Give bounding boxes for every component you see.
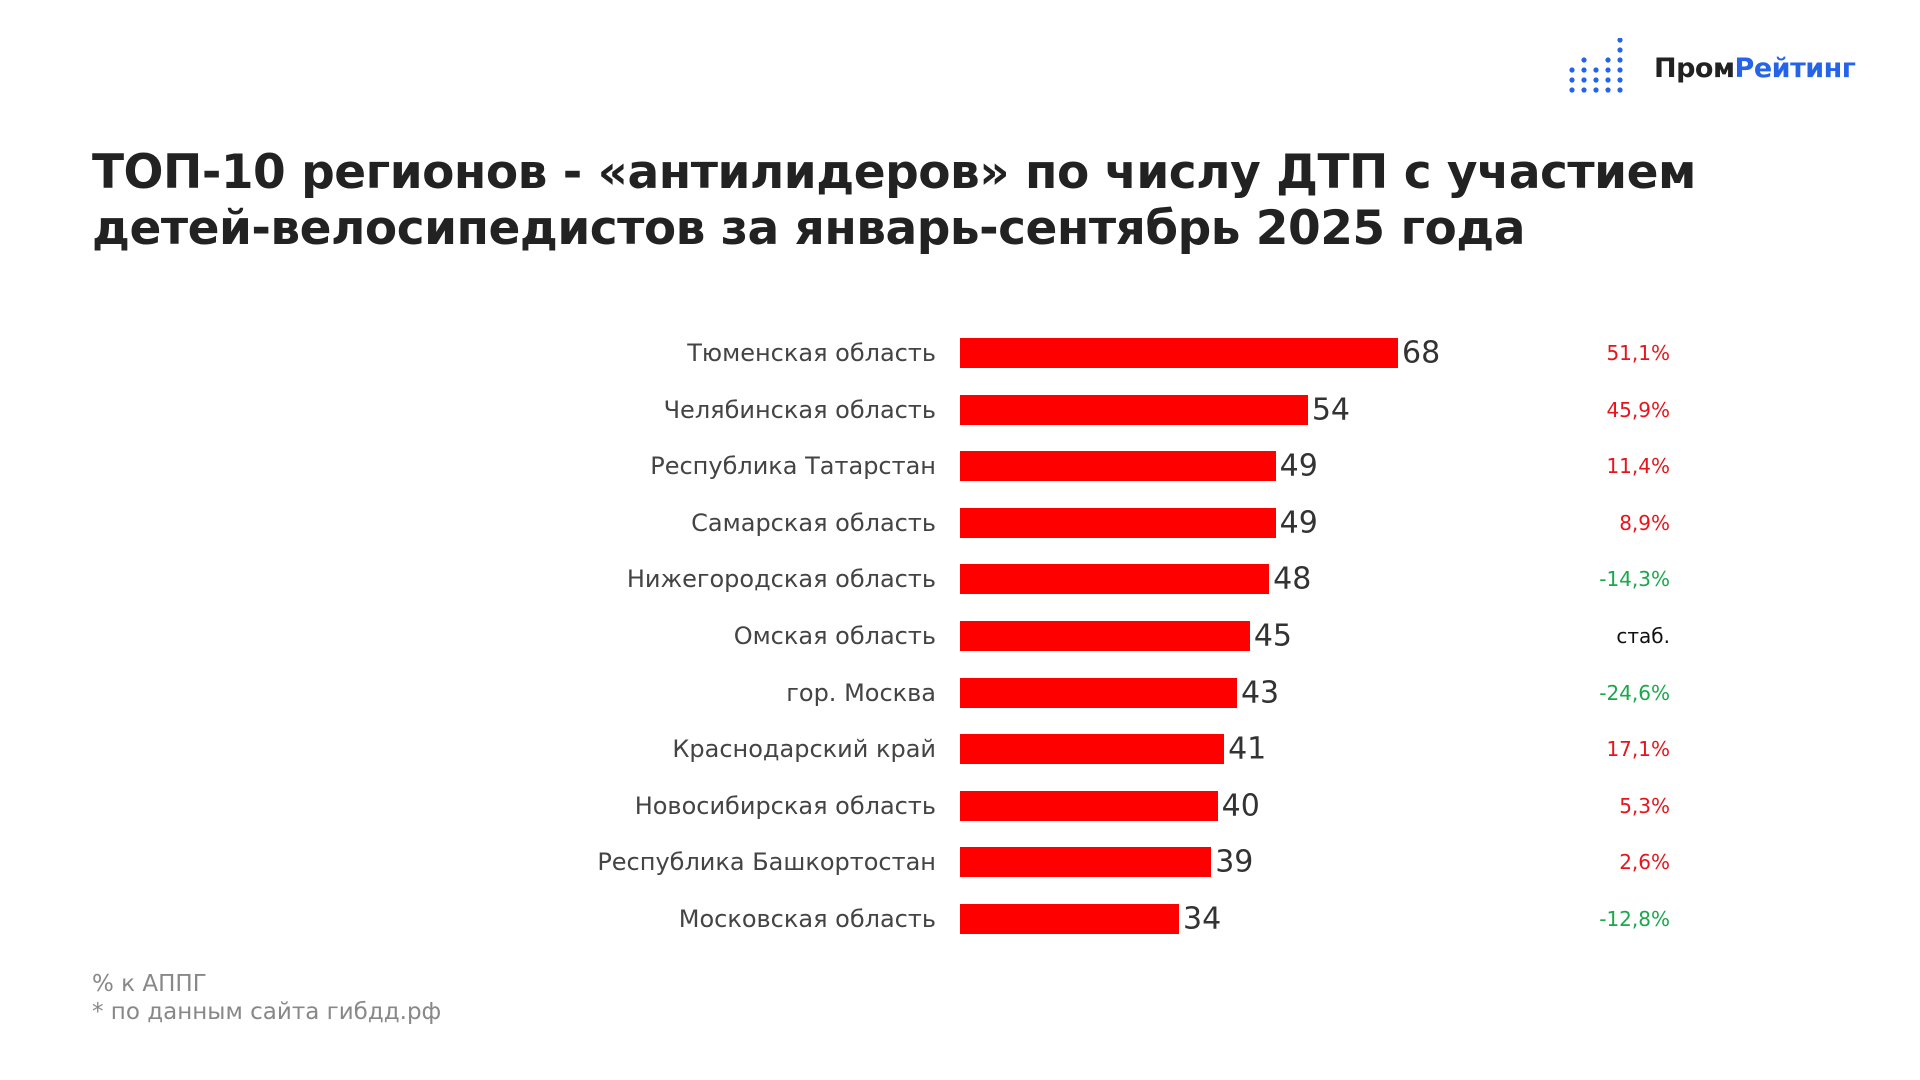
page-title: ТОП-10 регионов - «антилидеров» по числу… (92, 145, 1696, 257)
change-label: 5,3% (1619, 793, 1670, 818)
value-label: 39 (1215, 844, 1254, 880)
value-label: 34 (1183, 901, 1222, 937)
footer-notes: % к АППГ * по данным сайта гибдд.рф (92, 970, 441, 1026)
value-label: 43 (1240, 675, 1280, 711)
bar (960, 564, 1270, 595)
category-label: Самарская область (691, 508, 936, 537)
title-line-2: детей-велосипедистов за январь-сентябрь … (92, 201, 1525, 256)
category-label: Тюменская область (687, 339, 936, 367)
bar (960, 507, 1276, 538)
value-label: 49 (1279, 448, 1318, 484)
bar (960, 451, 1276, 482)
bar (960, 904, 1179, 934)
footer-note-source: * по данным сайта гибдд.рф (92, 999, 442, 1025)
bar (960, 394, 1308, 425)
bar (960, 847, 1212, 878)
category-label: Московская область (678, 905, 936, 933)
bar (960, 734, 1225, 765)
change-label: -14,3% (1599, 567, 1670, 592)
value-label: 68 (1402, 335, 1441, 371)
change-label: 11,4% (1606, 454, 1670, 479)
bar (960, 677, 1237, 708)
change-label: 17,1% (1606, 737, 1670, 762)
category-label: Челябинская область (663, 395, 936, 424)
title-line-1: ТОП-10 регионов - «антилидеров» по числу… (92, 145, 1696, 200)
bar (960, 338, 1398, 368)
value-label: 49 (1279, 505, 1318, 541)
value-label: 40 (1221, 788, 1260, 824)
change-label: стаб. (1616, 624, 1670, 648)
value-label: 48 (1273, 561, 1312, 597)
logo-text-part2: Рейтинг (1734, 52, 1856, 84)
category-label: Республика Башкортостан (597, 848, 936, 877)
value-label: 54 (1311, 392, 1350, 428)
category-label: Республика Татарстан (650, 452, 936, 481)
change-label: 45,9% (1606, 397, 1670, 422)
change-label: 51,1% (1606, 341, 1670, 365)
bar (960, 621, 1250, 651)
change-label: 8,9% (1619, 510, 1670, 535)
category-label: гор. Москва (786, 678, 936, 707)
logo-text-part1: Пром (1654, 52, 1735, 84)
logo-text: ПромРейтинг (1654, 52, 1856, 84)
category-label: Новосибирская область (634, 791, 936, 820)
logo: ПромРейтинг (1568, 38, 1856, 98)
category-label: Омская область (733, 622, 936, 650)
footer-note-percent: % к АППГ (92, 971, 207, 997)
change-label: -12,8% (1599, 907, 1670, 931)
logo-dots-icon (1569, 38, 1623, 93)
change-label: 2,6% (1619, 850, 1670, 875)
change-label: -24,6% (1599, 680, 1670, 705)
category-label: Краснодарский край (672, 735, 936, 764)
category-label: Нижегородская область (626, 565, 936, 594)
value-label: 41 (1228, 731, 1267, 767)
value-label: 45 (1253, 618, 1293, 654)
bar (960, 790, 1218, 821)
